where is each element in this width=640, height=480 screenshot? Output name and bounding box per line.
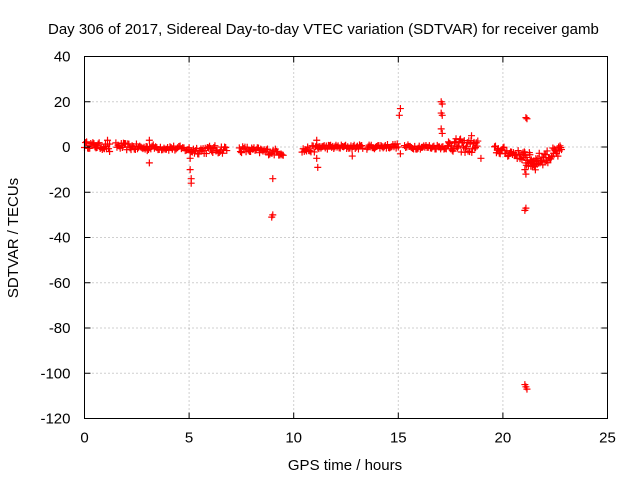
data-point (268, 213, 276, 221)
data-point (472, 144, 480, 152)
data-point (145, 159, 153, 167)
data-point (468, 148, 476, 156)
data-point (438, 111, 446, 119)
data-point (514, 147, 522, 155)
y-tick-label: -40 (49, 230, 71, 247)
data-point (89, 139, 97, 147)
data-point (522, 114, 530, 122)
y-tick-label: -100 (40, 365, 70, 382)
data-point (186, 166, 194, 174)
data-point (521, 166, 529, 174)
data-point (468, 132, 476, 140)
data-point (238, 149, 246, 157)
data-point (500, 143, 508, 151)
data-point (118, 143, 126, 151)
x-tick-label: 0 (80, 430, 88, 447)
data-point (99, 144, 107, 152)
data-point (396, 105, 404, 113)
data-point (269, 175, 277, 183)
data-point (262, 146, 270, 154)
data-point (543, 147, 551, 155)
data-point (437, 125, 445, 133)
data-point (279, 151, 287, 159)
data-point (106, 140, 114, 148)
y-tick-label: -20 (49, 184, 71, 201)
y-axis: -120 -100 -80 -60 -40 -20 0 20 40 (40, 49, 608, 428)
x-axis: 0 5 10 15 20 25 (80, 56, 616, 447)
data-point (393, 140, 401, 148)
data-point (461, 148, 469, 156)
data-point (314, 163, 322, 171)
data-point (523, 385, 531, 393)
data-point (526, 151, 534, 159)
data-point (474, 137, 482, 145)
data-point (521, 206, 529, 214)
data-point (348, 152, 356, 160)
data-point (313, 154, 321, 162)
x-tick-label: 20 (495, 430, 512, 447)
data-point (438, 129, 446, 137)
data-point (531, 166, 539, 174)
data-point (457, 135, 465, 143)
x-tick-label: 15 (390, 430, 407, 447)
x-tick-label: 25 (599, 430, 616, 447)
data-points (81, 98, 565, 393)
y-tick-label: 40 (54, 49, 71, 66)
data-point (394, 143, 402, 151)
data-point (523, 115, 531, 123)
data-point (477, 154, 485, 162)
x-tick-label: 5 (185, 430, 193, 447)
y-tick-label: 20 (54, 94, 71, 111)
data-point (223, 147, 231, 155)
data-point (195, 150, 203, 158)
data-point (448, 146, 456, 154)
y-axis-label: SDTVAR / TECUs (5, 178, 22, 298)
data-point (522, 170, 530, 178)
data-point (499, 144, 507, 152)
data-point (125, 140, 133, 148)
data-point (547, 153, 555, 161)
data-point (554, 152, 562, 160)
data-point (218, 149, 226, 157)
data-point (306, 147, 314, 155)
data-point (473, 142, 481, 150)
x-axis-label: GPS time / hours (288, 457, 402, 474)
y-tick-label: -60 (49, 275, 71, 292)
data-point (186, 154, 194, 162)
data-point (454, 142, 462, 150)
data-point (557, 146, 565, 154)
data-point (211, 142, 219, 150)
data-point (466, 140, 474, 148)
data-point (313, 136, 321, 144)
data-point (202, 150, 210, 158)
data-point (222, 143, 230, 151)
data-point (95, 139, 103, 147)
data-point (438, 100, 446, 108)
grid-lines (84, 56, 608, 419)
data-point (396, 150, 404, 158)
data-point (544, 159, 552, 167)
data-point (94, 140, 102, 148)
data-point (104, 136, 112, 144)
x-tick-label: 10 (285, 430, 302, 447)
data-point (310, 148, 318, 156)
y-tick-label: -80 (49, 320, 71, 337)
data-point (535, 149, 543, 157)
data-point (215, 149, 223, 157)
y-tick-label: -120 (40, 411, 70, 428)
data-point (304, 143, 312, 151)
chart-title: Day 306 of 2017, Sidereal Day-to-day VTE… (48, 21, 599, 38)
data-point (106, 148, 114, 156)
data-point (263, 145, 271, 153)
y-tick-label: 0 (62, 139, 70, 156)
data-point (395, 111, 403, 119)
data-point (145, 136, 153, 144)
data-point (359, 144, 367, 152)
data-point (463, 142, 471, 150)
data-point (187, 179, 195, 187)
